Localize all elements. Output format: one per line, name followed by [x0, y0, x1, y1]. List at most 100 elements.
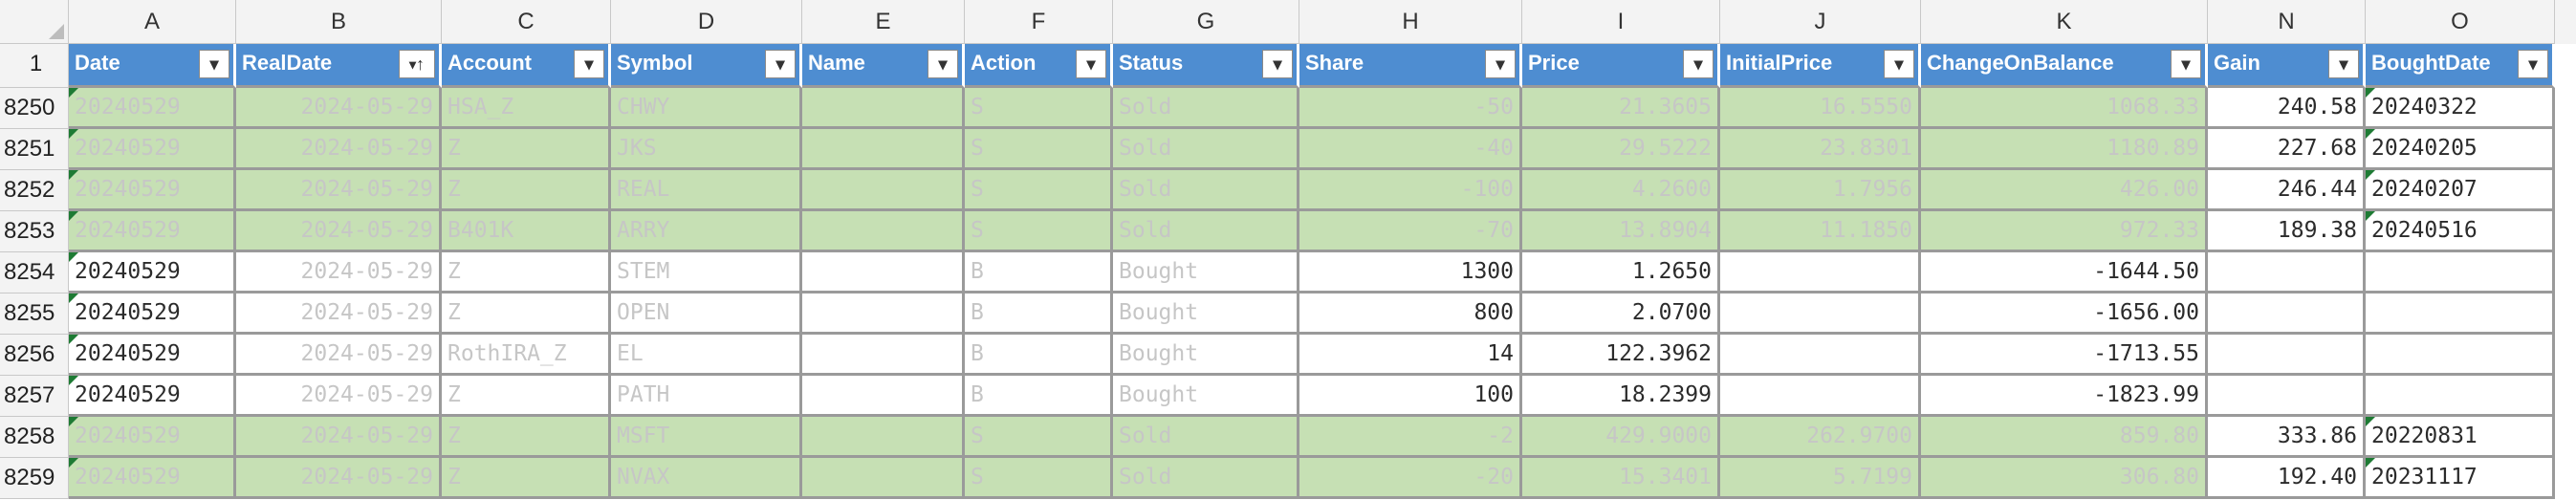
filter-dropdown-button[interactable]: ▾ ↑ [399, 50, 435, 78]
cell-e[interactable] [802, 88, 965, 129]
filter-dropdown-button[interactable]: ▾ [1884, 50, 1914, 78]
cell-j[interactable] [1720, 335, 1921, 376]
filter-dropdown-button[interactable]: ▾ [2518, 50, 2548, 78]
column-letter-j[interactable]: J [1720, 0, 1921, 44]
header-realdate[interactable]: RealDate ▾ ↑ [236, 44, 442, 88]
cell-g[interactable]: Sold [1113, 458, 1299, 499]
header-date[interactable]: Date ▾ [69, 44, 236, 88]
cell-j[interactable] [1720, 293, 1921, 335]
cell-b[interactable]: 2024-05-29 [236, 417, 442, 458]
filter-dropdown-button[interactable]: ▾ [574, 50, 604, 78]
row-header[interactable]: 8252 [0, 170, 69, 211]
cell-o[interactable]: 20240205 [2366, 129, 2555, 170]
cell-d[interactable]: EL [611, 335, 802, 376]
cell-c[interactable]: Z [442, 417, 611, 458]
cell-h[interactable]: 800 [1299, 293, 1522, 335]
cell-o[interactable]: 20240516 [2366, 211, 2555, 252]
cell-n[interactable]: 246.44 [2208, 170, 2366, 211]
column-letter-d[interactable]: D [611, 0, 802, 44]
cell-o[interactable] [2366, 376, 2555, 417]
cell-h[interactable]: -50 [1299, 88, 1522, 129]
cell-g[interactable]: Bought [1113, 335, 1299, 376]
cell-n[interactable] [2208, 252, 2366, 293]
cell-o[interactable] [2366, 335, 2555, 376]
cell-b[interactable]: 2024-05-29 [236, 458, 442, 499]
cell-o[interactable]: 20231117 [2366, 458, 2555, 499]
cell-o[interactable] [2366, 252, 2555, 293]
column-letter-k[interactable]: K [1921, 0, 2208, 44]
filter-dropdown-button[interactable]: ▾ [928, 50, 958, 78]
header-boughtdate[interactable]: BoughtDate ▾ [2366, 44, 2555, 88]
filter-dropdown-button[interactable]: ▾ [199, 50, 229, 78]
cell-c[interactable]: Z [442, 252, 611, 293]
select-all-button[interactable] [0, 0, 69, 44]
cell-b[interactable]: 2024-05-29 [236, 252, 442, 293]
cell-f[interactable]: S [965, 458, 1113, 499]
cell-g[interactable]: Bought [1113, 376, 1299, 417]
cell-f[interactable]: S [965, 417, 1113, 458]
cell-n[interactable]: 240.58 [2208, 88, 2366, 129]
cell-j[interactable] [1720, 252, 1921, 293]
header-initialprice[interactable]: InitialPrice ▾ [1720, 44, 1921, 88]
cell-a[interactable]: 20240529 [69, 211, 236, 252]
cell-c[interactable]: HSA_Z [442, 88, 611, 129]
row-header[interactable]: 8250 [0, 88, 69, 129]
header-status[interactable]: Status ▾ [1113, 44, 1299, 88]
cell-a[interactable]: 20240529 [69, 252, 236, 293]
cell-d[interactable]: REAL [611, 170, 802, 211]
column-letter-g[interactable]: G [1113, 0, 1299, 44]
cell-j[interactable]: 16.5550 [1720, 88, 1921, 129]
cell-c[interactable]: Z [442, 458, 611, 499]
row-header[interactable]: 8251 [0, 129, 69, 170]
filter-dropdown-button[interactable]: ▾ [2328, 50, 2359, 78]
cell-c[interactable]: B401K [442, 211, 611, 252]
row-header[interactable]: 8257 [0, 376, 69, 417]
cell-c[interactable]: Z [442, 170, 611, 211]
cell-i[interactable]: 429.9000 [1522, 417, 1720, 458]
cell-i[interactable]: 21.3605 [1522, 88, 1720, 129]
cell-i[interactable]: 13.8904 [1522, 211, 1720, 252]
cell-f[interactable]: S [965, 170, 1113, 211]
cell-d[interactable]: PATH [611, 376, 802, 417]
cell-j[interactable] [1720, 376, 1921, 417]
cell-j[interactable]: 11.1850 [1720, 211, 1921, 252]
cell-g[interactable]: Sold [1113, 417, 1299, 458]
column-letter-a[interactable]: A [69, 0, 236, 44]
cell-h[interactable]: -20 [1299, 458, 1522, 499]
cell-d[interactable]: STEM [611, 252, 802, 293]
cell-b[interactable]: 2024-05-29 [236, 88, 442, 129]
filter-dropdown-button[interactable]: ▾ [1262, 50, 1293, 78]
cell-k[interactable]: 972.33 [1921, 211, 2208, 252]
cell-e[interactable] [802, 458, 965, 499]
cell-h[interactable]: -100 [1299, 170, 1522, 211]
column-letter-b[interactable]: B [236, 0, 442, 44]
cell-a[interactable]: 20240529 [69, 458, 236, 499]
filter-dropdown-button[interactable]: ▾ [2171, 50, 2201, 78]
cell-h[interactable]: -70 [1299, 211, 1522, 252]
row-header[interactable]: 8256 [0, 335, 69, 376]
row-header[interactable]: 8253 [0, 211, 69, 252]
cell-n[interactable]: 192.40 [2208, 458, 2366, 499]
cell-o[interactable]: 20240207 [2366, 170, 2555, 211]
cell-g[interactable]: Sold [1113, 211, 1299, 252]
cell-j[interactable]: 23.8301 [1720, 129, 1921, 170]
cell-d[interactable]: MSFT [611, 417, 802, 458]
cell-a[interactable]: 20240529 [69, 88, 236, 129]
filter-dropdown-button[interactable]: ▾ [1076, 50, 1106, 78]
column-letter-h[interactable]: H [1299, 0, 1522, 44]
cell-e[interactable] [802, 293, 965, 335]
cell-a[interactable]: 20240529 [69, 335, 236, 376]
cell-k[interactable]: -1644.50 [1921, 252, 2208, 293]
cell-e[interactable] [802, 335, 965, 376]
column-letter-e[interactable]: E [802, 0, 965, 44]
cell-j[interactable]: 262.9700 [1720, 417, 1921, 458]
cell-b[interactable]: 2024-05-29 [236, 211, 442, 252]
filter-dropdown-button[interactable]: ▾ [765, 50, 796, 78]
cell-g[interactable]: Bought [1113, 293, 1299, 335]
cell-n[interactable]: 333.86 [2208, 417, 2366, 458]
cell-c[interactable]: Z [442, 129, 611, 170]
cell-n[interactable] [2208, 376, 2366, 417]
cell-j[interactable]: 1.7956 [1720, 170, 1921, 211]
cell-n[interactable] [2208, 335, 2366, 376]
cell-i[interactable]: 2.0700 [1522, 293, 1720, 335]
